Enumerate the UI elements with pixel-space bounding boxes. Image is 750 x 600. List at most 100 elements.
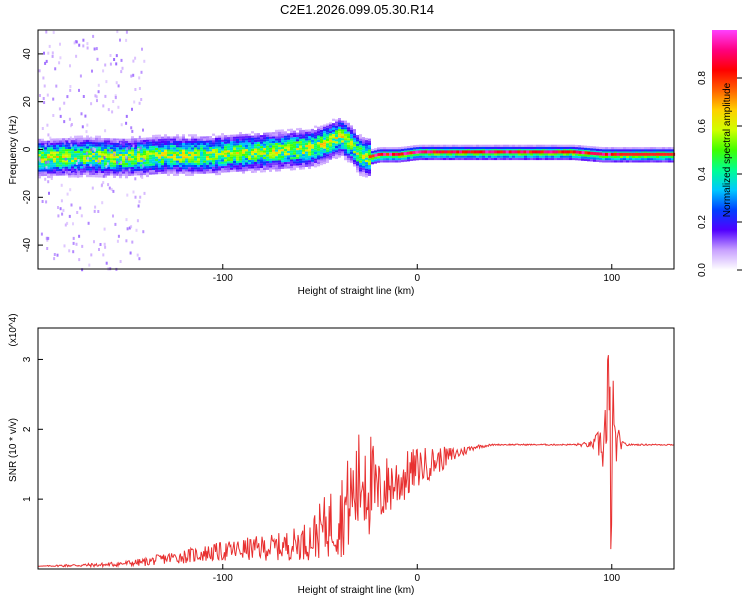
heatmap-cell [644, 160, 647, 163]
heatmap-cell [593, 155, 596, 158]
heatmap-cell [95, 157, 98, 160]
heatmap-cell [338, 144, 341, 147]
heatmap-cell [272, 138, 275, 141]
heatmap-cell [89, 161, 92, 164]
heatmap-cell [164, 138, 167, 141]
heatmap-cell [80, 172, 83, 176]
heatmap-cell [269, 138, 272, 142]
heatmap-cell [641, 158, 644, 161]
heatmap-cell [593, 157, 596, 160]
heatmap-cell [356, 165, 359, 168]
heatmap-cell [257, 133, 260, 136]
heatmap-cell [41, 158, 44, 161]
heatmap-cell [629, 158, 632, 161]
heatmap-cell [173, 154, 176, 157]
heatmap-cell [59, 142, 62, 145]
heatmap-cell [431, 149, 434, 152]
heatmap-cell [275, 151, 278, 154]
heatmap-cell [203, 171, 206, 174]
heatmap-cell [266, 158, 269, 162]
heatmap-cell [278, 167, 281, 170]
heatmap-noise-cell [45, 165, 48, 169]
heatmap-cell [272, 132, 275, 135]
heatmap-cell [410, 156, 413, 159]
heatmap-cell [122, 171, 125, 174]
heatmap-cell [221, 152, 224, 156]
heatmap-cell [218, 157, 221, 160]
heatmap-cell [107, 153, 110, 156]
ridge-point [456, 150, 460, 154]
heatmap-cell [167, 143, 170, 146]
heatmap-cell [227, 139, 230, 142]
heatmap-cell [140, 144, 143, 147]
y-tick-label: -40 [22, 237, 33, 252]
heatmap-cell [47, 173, 50, 176]
heatmap-cell [68, 166, 71, 169]
heatmap-cell [122, 149, 125, 152]
heatmap-cell [131, 153, 134, 156]
heatmap-cell [365, 146, 368, 149]
heatmap-cell [341, 144, 344, 147]
heatmap-cell [68, 168, 71, 171]
heatmap-cell [416, 155, 419, 159]
heatmap-cell [533, 155, 536, 158]
heatmap-cell [206, 145, 209, 148]
heatmap-noise-cell [59, 207, 62, 211]
heatmap-cell [50, 171, 53, 174]
heatmap-noise-cell [47, 133, 50, 137]
heatmap-noise-cell [112, 100, 115, 103]
heatmap-cell [608, 149, 611, 152]
heatmap-cell [356, 135, 359, 138]
heatmap-cell [269, 156, 272, 159]
heatmap-cell [320, 143, 323, 146]
heatmap-cell [353, 133, 356, 136]
heatmap-cell [404, 159, 407, 162]
heatmap-cell [98, 173, 101, 176]
ridge-point [552, 150, 556, 154]
heatmap-cell [671, 149, 674, 152]
heatmap-cell [173, 160, 176, 163]
heatmap-noise-cell [72, 236, 75, 240]
heatmap-cell [113, 149, 116, 152]
heatmap-cell [209, 153, 212, 156]
heatmap-cell [50, 140, 53, 143]
heatmap-cell [221, 139, 224, 142]
heatmap-cell [278, 136, 281, 139]
heatmap-noise-cell [41, 127, 44, 130]
heatmap-cell [311, 135, 314, 138]
heatmap-cell [197, 165, 200, 168]
heatmap-cell [182, 149, 185, 152]
heatmap-noise-cell [75, 40, 78, 44]
heatmap-cell [626, 149, 629, 152]
heatmap-cell [77, 140, 80, 143]
heatmap-noise-cell [69, 85, 72, 88]
heatmap-cell [143, 166, 146, 169]
heatmap-cell [347, 142, 350, 145]
heatmap-cell [536, 149, 539, 152]
heatmap-cell [185, 169, 188, 172]
heatmap-cell [158, 163, 161, 166]
heatmap-cell [560, 157, 563, 161]
heatmap-noise-cell [143, 191, 146, 195]
heatmap-cell [287, 144, 290, 147]
heatmap-cell [182, 162, 185, 165]
heatmap-cell [92, 161, 95, 165]
heatmap-cell [227, 134, 230, 138]
ridge-point [581, 151, 585, 155]
heatmap-cell [173, 143, 176, 146]
heatmap-cell [158, 156, 161, 159]
heatmap-cell [386, 158, 389, 161]
heatmap-cell [275, 143, 278, 146]
heatmap-cell [665, 151, 668, 154]
heatmap-cell [548, 153, 551, 156]
heatmap-cell [332, 145, 335, 148]
heatmap-cell [200, 171, 203, 174]
heatmap-cell [605, 151, 608, 154]
heatmap-cell [209, 138, 212, 141]
heatmap-cell [284, 140, 287, 143]
heatmap-cell [218, 153, 221, 156]
heatmap-cell [77, 142, 80, 145]
heatmap-noise-cell [125, 239, 128, 243]
ridge-point [482, 150, 486, 154]
heatmap-cell [59, 149, 62, 152]
